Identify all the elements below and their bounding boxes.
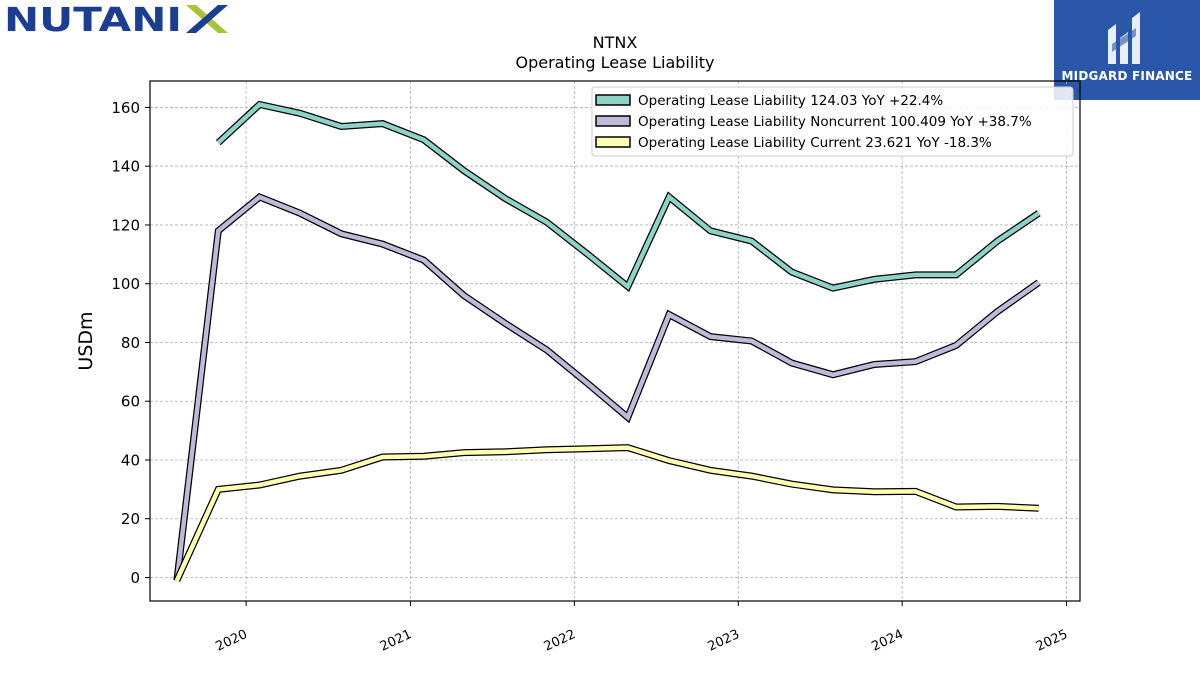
plot-frame — [149, 80, 1081, 602]
x-tick-label: 2025 — [1034, 627, 1070, 655]
series-line-outline-2 — [173, 444, 1039, 582]
legend-swatch — [595, 136, 631, 148]
y-tick-label: 0 — [130, 569, 140, 587]
x-tick-label: 2020 — [213, 627, 249, 655]
legend-label: Operating Lease Liability Noncurrent 100… — [638, 114, 1032, 130]
legend-label: Operating Lease Liability Current 23.621… — [638, 135, 992, 151]
legend-box — [591, 86, 1074, 157]
chart-subtitle: Operating Lease Liability — [515, 53, 714, 72]
y-axis: 0 20 40 60 80 100 120 140 160 — [111, 99, 150, 587]
legend-label: Operating Lease Liability 124.03 YoY +22… — [638, 93, 943, 109]
x-tick-label: 2021 — [378, 627, 414, 655]
y-axis-label: USDm — [75, 311, 97, 370]
y-tick-label: 80 — [121, 334, 140, 352]
nutanix-logo: NUTANI — [4, 2, 228, 36]
legend-swatch — [595, 115, 631, 127]
series-line-1 — [174, 194, 1040, 581]
series-line-0 — [216, 102, 1040, 291]
grid-lines — [150, 81, 1080, 601]
publisher-badge: MIDGARD FINANCE — [1054, 0, 1200, 100]
series-line-outline-1 — [173, 192, 1041, 581]
y-tick-label: 60 — [121, 393, 140, 411]
x-tick-label: 2022 — [542, 627, 578, 655]
y-tick-label: 140 — [111, 158, 140, 176]
y-tick-label: 160 — [111, 99, 140, 117]
x-tick-label: 2023 — [706, 627, 742, 655]
publisher-name: MIDGARD FINANCE — [1061, 69, 1193, 83]
y-tick-label: 100 — [111, 275, 140, 293]
svg-text:NUTANI: NUTANI — [4, 2, 182, 36]
x-axis: 2020 2021 2022 2023 2024 2025 — [213, 601, 1070, 655]
legend-swatch — [595, 94, 631, 106]
series-line-2 — [174, 445, 1039, 582]
x-tick-label: 2024 — [870, 627, 906, 655]
y-tick-label: 40 — [121, 451, 140, 469]
y-tick-label: 20 — [121, 510, 140, 528]
y-tick-label: 120 — [111, 216, 140, 234]
midgard-m-icon — [1108, 12, 1140, 64]
chart-title: NTNX — [593, 33, 638, 52]
legend: Operating Lease Liability 124.03 YoY +22… — [591, 86, 1074, 157]
nutanix-x-icon — [186, 5, 228, 33]
series-layer — [173, 100, 1041, 582]
